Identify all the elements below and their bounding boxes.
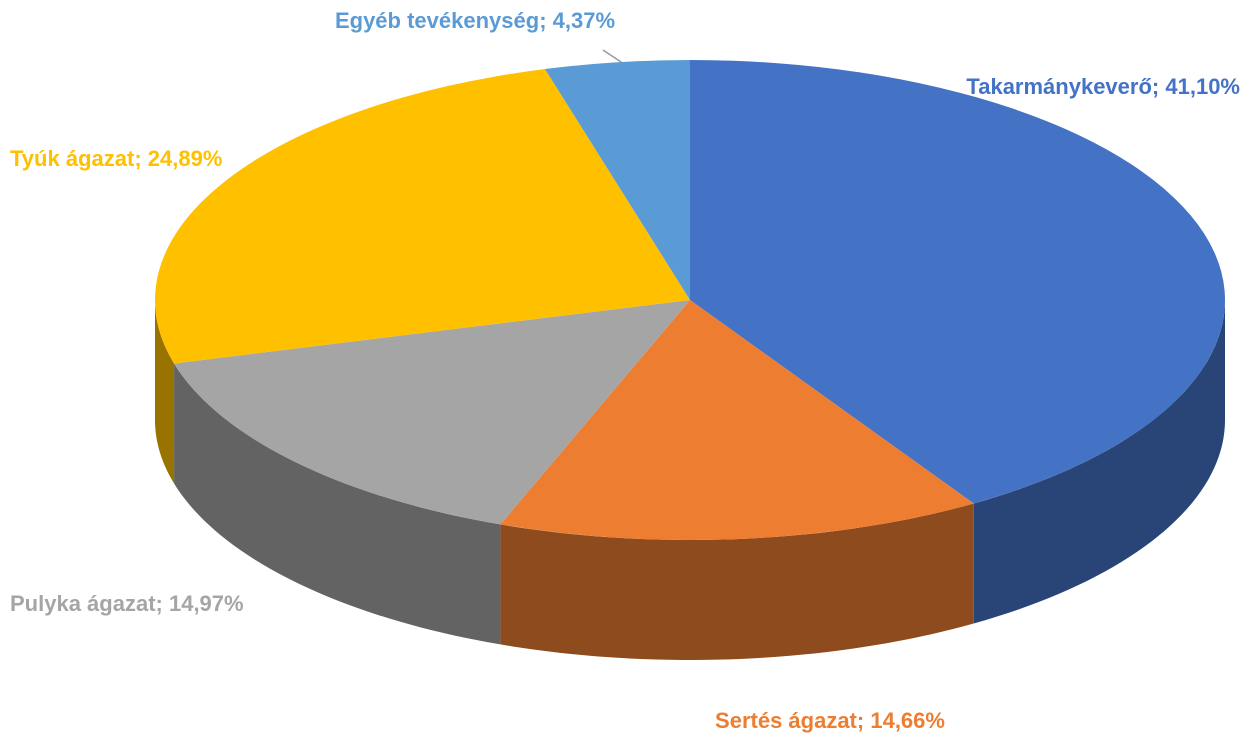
label-separator: ; — [1152, 74, 1165, 99]
category-name: Egyéb tevékenység — [335, 8, 539, 33]
value-label: 4,37% — [553, 8, 615, 33]
value-label: 14,97% — [169, 591, 244, 616]
label-separator: ; — [539, 8, 552, 33]
label-separator: ; — [156, 591, 169, 616]
label-separator: ; — [134, 146, 147, 171]
value-label: 41,10% — [1165, 74, 1240, 99]
slice — [174, 300, 691, 525]
slice — [154, 68, 691, 364]
slice — [544, 60, 690, 300]
slice-side — [500, 503, 974, 660]
data-label: Sertés ágazat; 14,66% — [715, 708, 945, 733]
slice-side — [973, 300, 1225, 624]
value-label: 14,66% — [870, 708, 945, 733]
label-separator: ; — [857, 708, 870, 733]
data-label: Tyúk ágazat; 24,89% — [10, 146, 222, 171]
category-name: Takarmánykeverő — [966, 74, 1152, 99]
data-label: Pulyka ágazat; 14,97% — [10, 591, 244, 616]
data-label: Takarmánykeverő; 41,10% — [966, 74, 1240, 99]
slice-side — [155, 300, 175, 484]
slice-side — [174, 363, 501, 645]
slice — [500, 300, 974, 541]
category-name: Pulyka ágazat — [10, 591, 156, 616]
slice — [690, 60, 1226, 504]
category-name: Tyúk ágazat — [10, 146, 135, 171]
category-name: Sertés ágazat — [715, 708, 858, 733]
data-label: Egyéb tevékenység; 4,37% — [335, 8, 615, 33]
value-label: 24,89% — [148, 146, 223, 171]
